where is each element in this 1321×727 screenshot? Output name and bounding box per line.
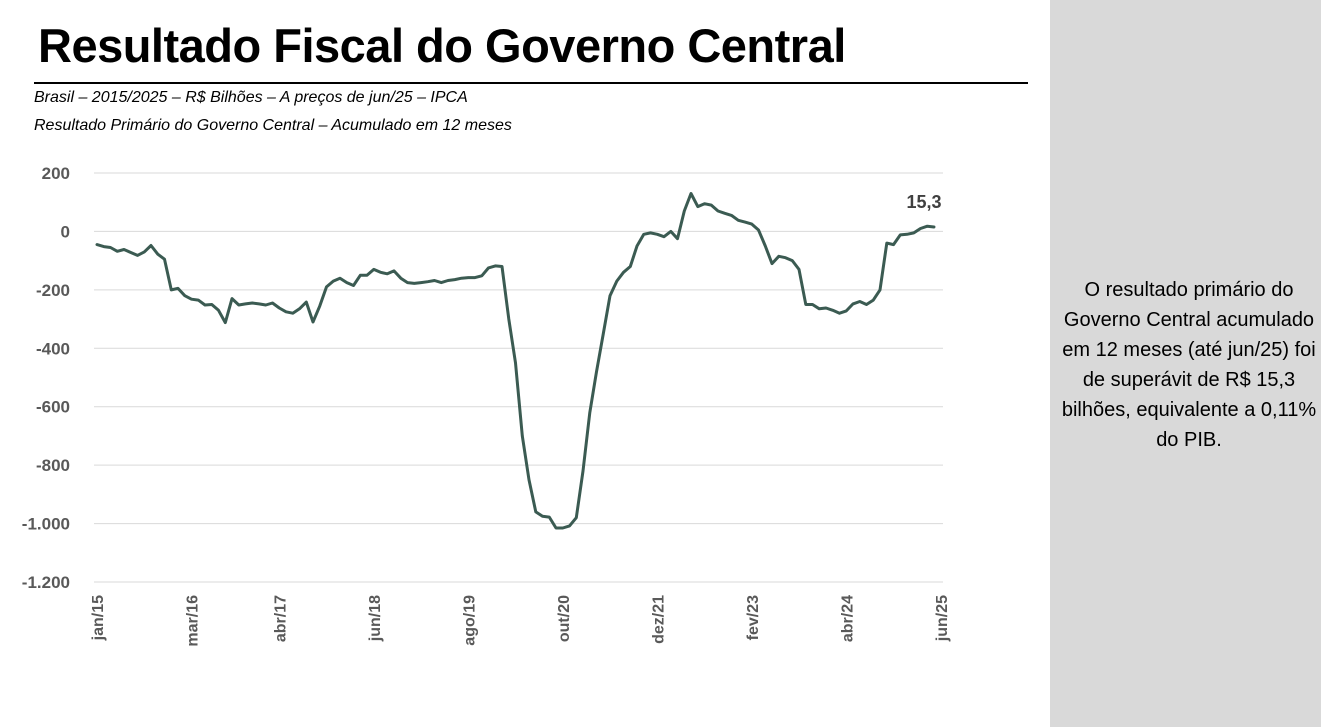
last-value-label: 15,3 [906, 192, 941, 212]
x-tick-label: dez/21 [650, 595, 667, 644]
series-line [95, 192, 936, 530]
y-tick-label: -200 [36, 281, 70, 300]
line-chart: 200 0 -200 -400 -600 -800 -1.000 -1.200 jan/15 m… [22, 164, 951, 647]
x-tick-label: abr/17 [272, 595, 289, 642]
x-tick-label: jan/15 [90, 595, 107, 641]
subtitle-series: Resultado Primário do Governo Central – … [34, 117, 512, 134]
series-layer [95, 192, 936, 530]
title-underline [34, 82, 1028, 84]
y-axis-ticks: 200 0 -200 -400 -600 -800 -1.000 -1.200 [22, 164, 70, 592]
x-tick-label: out/20 [556, 595, 573, 642]
x-tick-label: abr/24 [839, 595, 856, 642]
y-tick-label: 200 [42, 164, 70, 183]
x-axis-ticks: jan/15 mar/16 abr/17 jun/18 ago/19 out/20 dez/… [90, 595, 951, 647]
y-tick-label: -1.000 [22, 515, 70, 534]
page-title: Resultado Fiscal do Governo Central [38, 19, 846, 72]
y-tick-label: -600 [36, 398, 70, 417]
y-tick-label: -1.200 [22, 573, 70, 592]
side-panel [1050, 0, 1321, 727]
x-tick-label: jun/18 [367, 595, 384, 642]
x-tick-label: ago/19 [461, 595, 478, 646]
x-tick-label: jun/25 [934, 595, 951, 642]
x-tick-label: fev/23 [745, 595, 762, 640]
y-tick-label: -800 [36, 456, 70, 475]
y-tick-label: 0 [61, 222, 70, 241]
subtitle-scope: Brasil – 2015/2025 – R$ Bilhões – A preç… [34, 89, 468, 106]
x-tick-label: mar/16 [185, 595, 202, 647]
gridlines [94, 172, 943, 583]
y-tick-label: -400 [36, 339, 70, 358]
data-labels: 15,3 [906, 192, 941, 212]
side-note: O resultado primário do Governo Central … [1061, 279, 1317, 451]
